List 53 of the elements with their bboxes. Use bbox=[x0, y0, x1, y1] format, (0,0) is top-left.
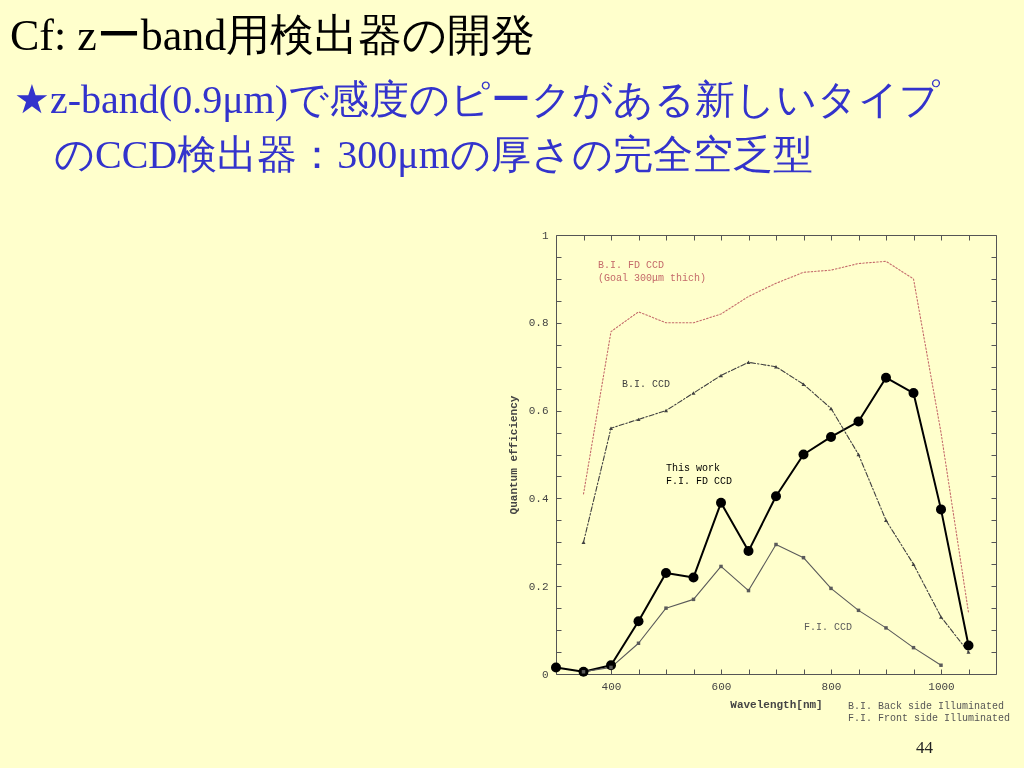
text: B.I. FD CCD (Goal 300μm thich) bbox=[598, 260, 707, 284]
point bbox=[798, 449, 809, 460]
point bbox=[716, 497, 726, 508]
y-tick-label: 0.2 bbox=[528, 580, 549, 593]
x-tick-label: 600 bbox=[711, 680, 732, 693]
y-axis-title: Quantum efficiency bbox=[507, 395, 520, 515]
x-tick-label: 1000 bbox=[928, 680, 955, 693]
point bbox=[936, 504, 946, 515]
point bbox=[633, 616, 644, 627]
chart-subtitle: ★z-band(0.9μm)で感度のピークがある新しいタイプのCCD検出器：300μmの厚さの完全空乏型 bbox=[14, 76, 942, 179]
text: 44 bbox=[916, 738, 933, 758]
point bbox=[911, 562, 916, 566]
y-tick-label: 0.8 bbox=[528, 317, 549, 330]
line-series bbox=[582, 260, 970, 614]
chart-title: Cf: zーband用検出器の開発 bbox=[10, 10, 536, 62]
point bbox=[826, 431, 836, 442]
point bbox=[581, 540, 586, 545]
point bbox=[688, 572, 699, 583]
y-tick-label: 0.4 bbox=[528, 492, 549, 505]
point bbox=[609, 426, 613, 430]
series-label: B.I. CCD bbox=[622, 379, 671, 390]
point bbox=[771, 491, 781, 502]
y-tick-label: 0 bbox=[541, 668, 549, 681]
point bbox=[801, 382, 806, 386]
y-tick-label: 1 bbox=[541, 229, 549, 242]
point bbox=[743, 546, 754, 557]
text: F.I. Front side Illuminated bbox=[848, 713, 1011, 724]
x-tick-label: 800 bbox=[821, 680, 842, 693]
point bbox=[719, 564, 723, 569]
point bbox=[636, 417, 641, 422]
point bbox=[551, 662, 561, 673]
y-tick-label: 0.6 bbox=[528, 405, 549, 418]
point bbox=[691, 391, 696, 395]
point bbox=[856, 452, 861, 457]
point bbox=[939, 663, 943, 667]
point bbox=[884, 626, 888, 630]
point bbox=[884, 518, 888, 523]
point bbox=[963, 640, 974, 651]
x-tick-label: 400 bbox=[601, 680, 622, 693]
x-axis-title: Wavelength[nm] bbox=[730, 698, 823, 711]
point bbox=[661, 568, 671, 579]
point bbox=[908, 388, 919, 399]
point bbox=[664, 606, 668, 610]
point bbox=[939, 615, 943, 619]
point bbox=[881, 372, 891, 383]
series-label: F.I. CCD bbox=[804, 622, 853, 633]
point bbox=[829, 586, 833, 591]
point bbox=[774, 542, 778, 547]
point bbox=[746, 360, 751, 365]
point bbox=[853, 416, 864, 427]
series-label: This work F.I. FD CCD bbox=[666, 463, 733, 487]
point bbox=[966, 650, 971, 654]
text: B.I. Back side Illuminated bbox=[848, 701, 1005, 712]
